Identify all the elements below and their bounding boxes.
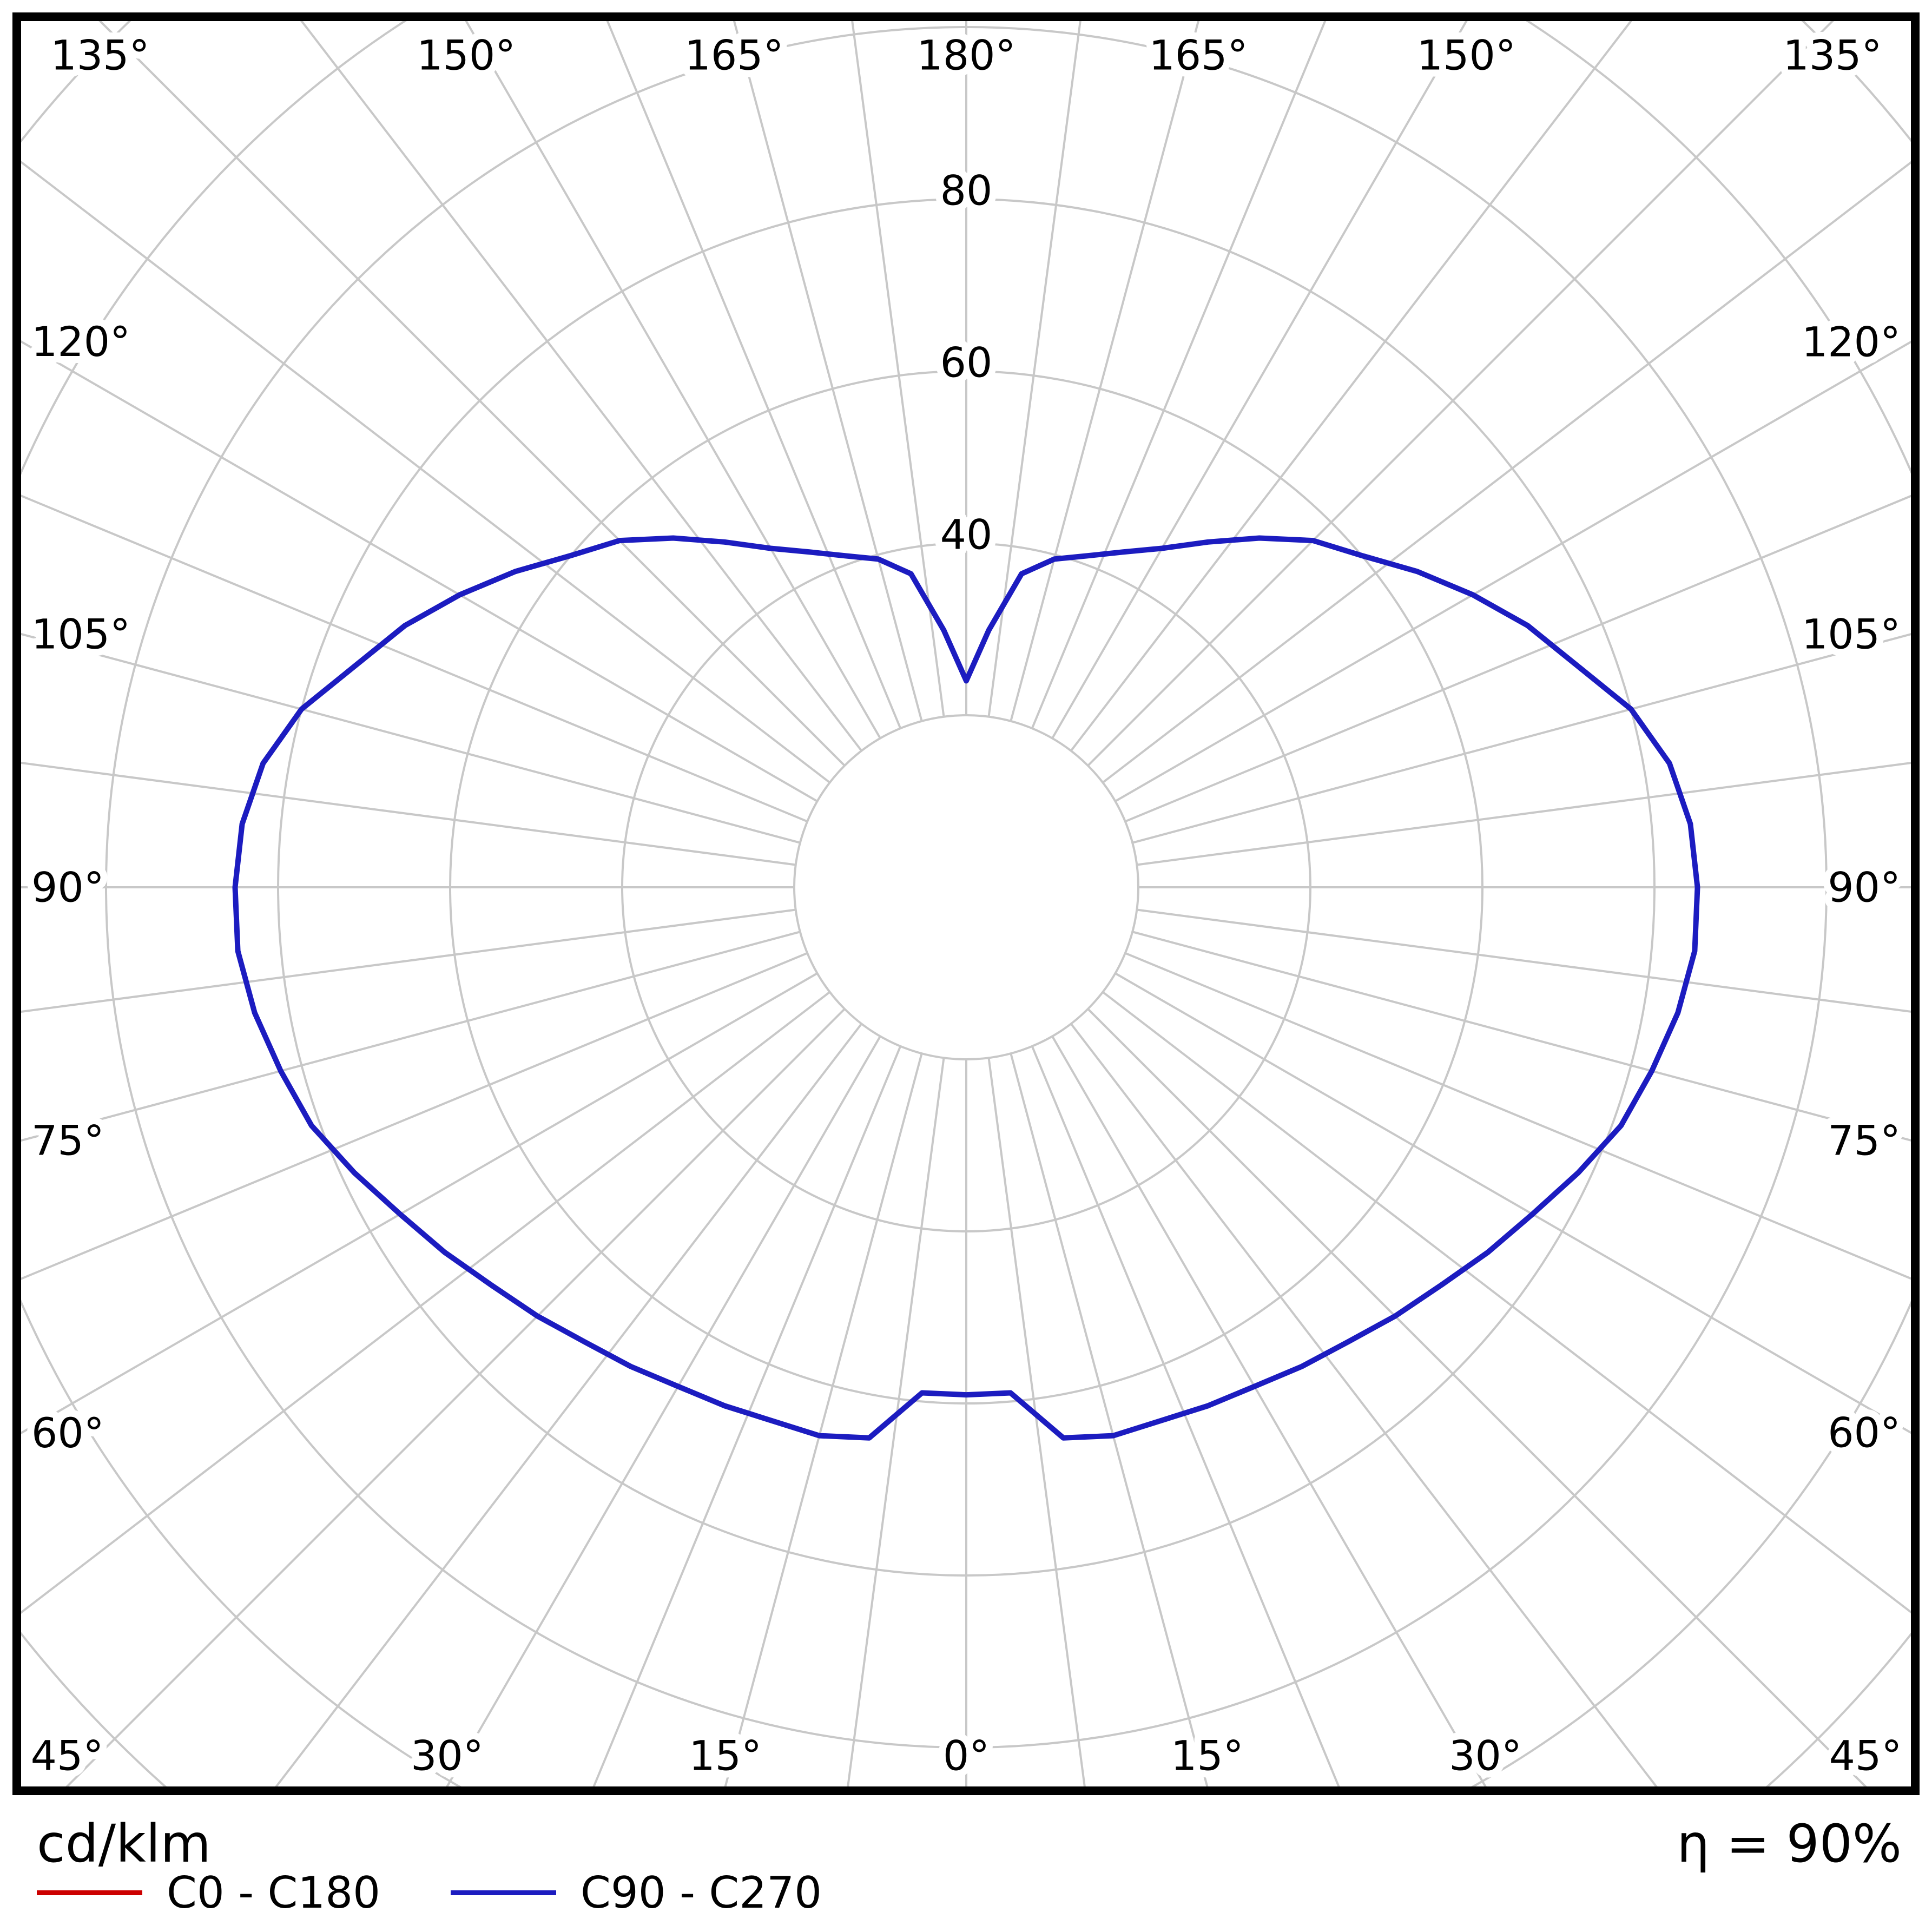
radial-gridline <box>21 494 808 823</box>
legend-line-blue <box>451 1890 557 1895</box>
angle-label: 90° <box>1828 863 1901 912</box>
angle-label: 165° <box>1149 31 1248 80</box>
angle-label: 150° <box>1417 31 1516 80</box>
plot-border <box>12 12 1920 1795</box>
angle-label: 120° <box>31 318 130 366</box>
angle-label: 45° <box>1829 1732 1902 1780</box>
radial-gridline <box>733 21 923 722</box>
radial-gridline <box>1115 340 1911 802</box>
radial-gridline <box>1087 21 1834 767</box>
radial-gridline <box>1115 972 1911 1434</box>
angle-label: 90° <box>31 863 104 912</box>
radial-gridline <box>21 931 801 1142</box>
radial-gridline <box>724 1053 923 1786</box>
legend-item-c0-c180: C0 - C180 <box>37 1868 380 1918</box>
unit-label: cd/klm <box>37 1814 211 1874</box>
radial-gridline <box>465 21 881 739</box>
radial-gridline <box>1125 494 1911 823</box>
angle-label: 120° <box>1802 318 1901 366</box>
radial-gridline <box>446 1036 881 1786</box>
angle-label: 180° <box>916 31 1016 80</box>
radial-gridline <box>1102 991 1911 1614</box>
angle-label: 30° <box>411 1732 484 1780</box>
angle-label: 150° <box>417 31 516 80</box>
angle-label: 15° <box>689 1732 762 1780</box>
legend-label-c0-c180: C0 - C180 <box>167 1868 381 1918</box>
angle-label: 0° <box>943 1732 990 1780</box>
radial-gridline <box>98 21 846 767</box>
radial-gridline <box>21 160 830 784</box>
radial-gridline <box>1137 762 1911 866</box>
radial-gridline <box>21 340 818 802</box>
legend-item-c90-c270: C90 - C270 <box>451 1868 822 1918</box>
angle-label: 165° <box>684 31 783 80</box>
radial-gridline <box>65 1008 846 1786</box>
radial-gridline <box>592 1046 902 1786</box>
intensity-curves <box>232 535 1700 1441</box>
radial-gridline <box>21 632 801 844</box>
radial-gridline <box>1070 21 1633 751</box>
angle-label: 15° <box>1171 1732 1244 1780</box>
angle-label: 105° <box>31 610 130 658</box>
angle-label: 45° <box>31 1732 104 1780</box>
angle-label: 60° <box>31 1409 104 1457</box>
radial-gridline <box>21 972 818 1434</box>
angle-label: 60° <box>1828 1409 1901 1457</box>
legend-label-c90-c270: C90 - C270 <box>581 1868 822 1918</box>
radial-gridline <box>1010 1053 1209 1786</box>
radial-gridline <box>1051 21 1468 739</box>
radial-gridline <box>1070 1023 1658 1786</box>
angle-label: 75° <box>1828 1116 1901 1164</box>
radial-gridline <box>21 908 796 1013</box>
radial-gridline <box>275 1023 863 1786</box>
angle-label: 135° <box>1783 31 1882 80</box>
legend: C0 - C180 C90 - C270 <box>37 1868 822 1918</box>
ring-label: 60 <box>940 339 993 387</box>
angle-label: 105° <box>1802 610 1901 658</box>
radial-gridline <box>1087 1008 1867 1786</box>
angle-label: 135° <box>50 31 149 80</box>
ring-label: 40 <box>940 511 993 559</box>
radial-gridline <box>1125 952 1911 1280</box>
radial-gridline <box>1137 908 1911 1013</box>
angle-label: 75° <box>31 1117 104 1165</box>
radial-gridline <box>987 21 1082 717</box>
radial-gridline <box>987 1058 1086 1786</box>
radial-gridline <box>1010 21 1200 722</box>
radial-gridline <box>847 1058 945 1786</box>
efficiency-label: η = 90% <box>1677 1814 1902 1874</box>
legend-line-red <box>37 1890 142 1895</box>
radial-gridline <box>1031 21 1327 729</box>
radial-gridline <box>606 21 902 729</box>
radial-gridline <box>1031 1046 1340 1786</box>
c90-c270-curve <box>232 535 1700 1441</box>
radial-gridline <box>21 991 830 1614</box>
radial-gridline <box>1051 1036 1487 1786</box>
radial-gridline <box>21 952 808 1280</box>
angle-label: 30° <box>1449 1732 1522 1780</box>
ring-label: 80 <box>940 167 993 215</box>
radial-gridline <box>21 761 796 866</box>
radial-gridline <box>300 21 863 751</box>
radial-gridline <box>851 21 945 717</box>
radial-gridline <box>1132 633 1911 844</box>
radial-gridline <box>1102 161 1911 784</box>
axis-labels: 40 60 80 0° 15° 15° 30° 30° 45° 45° 60° 60° 75° 75° 90… <box>24 24 1909 1787</box>
ring-circle <box>793 714 1139 1060</box>
radial-gridline <box>1132 931 1911 1142</box>
